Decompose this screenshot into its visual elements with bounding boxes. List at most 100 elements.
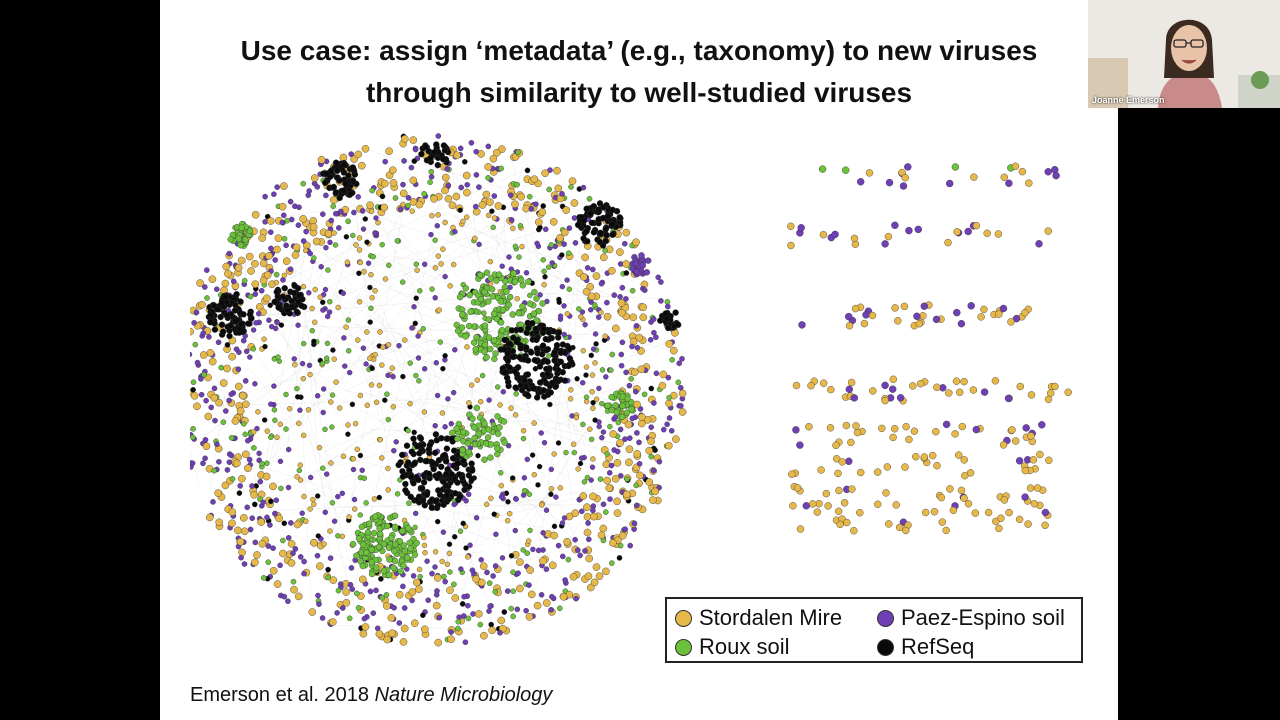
network-edge bbox=[455, 391, 591, 418]
network-node bbox=[190, 379, 197, 386]
network-node bbox=[284, 306, 291, 314]
network-node bbox=[813, 508, 821, 516]
network-node bbox=[247, 293, 254, 300]
network-node bbox=[327, 298, 333, 305]
network-edge bbox=[190, 450, 200, 485]
network-node bbox=[241, 561, 248, 567]
network-node bbox=[364, 239, 370, 245]
network-node bbox=[587, 292, 596, 301]
network-node bbox=[548, 606, 554, 613]
network-node bbox=[626, 382, 633, 389]
network-node bbox=[396, 620, 403, 626]
network-node bbox=[568, 184, 574, 190]
network-node bbox=[385, 571, 393, 578]
webcam-video-tile[interactable]: Joanne Emerson bbox=[1088, 0, 1280, 108]
network-node bbox=[584, 474, 591, 481]
network-node bbox=[956, 388, 964, 396]
network-node bbox=[372, 287, 378, 294]
network-node bbox=[421, 534, 427, 541]
network-node bbox=[524, 456, 530, 463]
network-node bbox=[228, 519, 236, 528]
network-node bbox=[326, 309, 333, 315]
network-node bbox=[190, 391, 199, 400]
network-node bbox=[792, 381, 801, 390]
network-node bbox=[222, 262, 231, 271]
network-node bbox=[258, 234, 266, 242]
network-node bbox=[385, 147, 393, 156]
network-node bbox=[198, 300, 206, 309]
network-node bbox=[388, 166, 397, 175]
network-node bbox=[347, 190, 354, 198]
network-node bbox=[376, 494, 383, 501]
network-node bbox=[320, 386, 327, 392]
network-node bbox=[335, 225, 342, 231]
network-node bbox=[638, 413, 646, 421]
network-node bbox=[520, 435, 527, 442]
network-node bbox=[463, 188, 471, 197]
network-node bbox=[268, 229, 274, 235]
network-node bbox=[259, 259, 268, 268]
network-node bbox=[604, 451, 610, 457]
network-node bbox=[481, 322, 489, 329]
network-node bbox=[233, 459, 241, 468]
network-node bbox=[583, 227, 590, 235]
network-node bbox=[1052, 171, 1060, 180]
network-node bbox=[205, 513, 214, 522]
network-node bbox=[436, 307, 442, 313]
network-node bbox=[889, 385, 897, 393]
network-node bbox=[405, 202, 411, 209]
network-node bbox=[593, 396, 600, 402]
network-node bbox=[222, 293, 230, 301]
network-node bbox=[433, 437, 441, 444]
network-node bbox=[194, 359, 201, 366]
network-node bbox=[202, 284, 208, 290]
network-node bbox=[530, 385, 537, 392]
network-node bbox=[221, 279, 230, 288]
network-node bbox=[856, 509, 864, 517]
network-node bbox=[524, 550, 531, 557]
network-edge bbox=[362, 190, 595, 449]
network-node bbox=[557, 485, 563, 491]
network-node bbox=[461, 593, 467, 600]
network-node bbox=[402, 480, 409, 488]
network-node bbox=[440, 529, 447, 535]
network-node bbox=[487, 345, 494, 353]
network-node bbox=[523, 270, 530, 276]
network-node bbox=[653, 370, 660, 377]
network-node bbox=[932, 428, 940, 436]
network-node bbox=[239, 391, 247, 400]
network-node bbox=[416, 378, 422, 384]
network-node bbox=[466, 491, 472, 498]
network-node bbox=[294, 385, 300, 392]
network-node bbox=[399, 473, 407, 480]
network-node bbox=[351, 209, 357, 216]
network-node bbox=[645, 446, 654, 455]
network-node bbox=[530, 546, 536, 553]
network-node bbox=[516, 558, 524, 566]
network-node bbox=[597, 531, 606, 540]
network-node bbox=[629, 415, 636, 422]
network-node bbox=[268, 401, 274, 407]
network-node bbox=[508, 217, 515, 223]
network-node bbox=[997, 514, 1005, 522]
network-node bbox=[364, 529, 372, 536]
network-node bbox=[977, 313, 985, 321]
network-node bbox=[373, 564, 380, 571]
network-node bbox=[568, 387, 574, 393]
network-node bbox=[323, 471, 330, 477]
network-node bbox=[972, 425, 980, 434]
network-node bbox=[403, 554, 411, 561]
network-node bbox=[588, 352, 594, 359]
network-node bbox=[584, 572, 593, 581]
network-node bbox=[891, 221, 899, 230]
network-node bbox=[312, 237, 321, 246]
network-node bbox=[446, 550, 453, 557]
network-node bbox=[356, 299, 363, 305]
network-node bbox=[410, 435, 417, 442]
network-node bbox=[440, 246, 446, 252]
network-node bbox=[519, 303, 526, 310]
network-node bbox=[316, 562, 324, 570]
network-node bbox=[448, 435, 456, 442]
network-node bbox=[435, 133, 442, 139]
network-node bbox=[471, 424, 478, 431]
